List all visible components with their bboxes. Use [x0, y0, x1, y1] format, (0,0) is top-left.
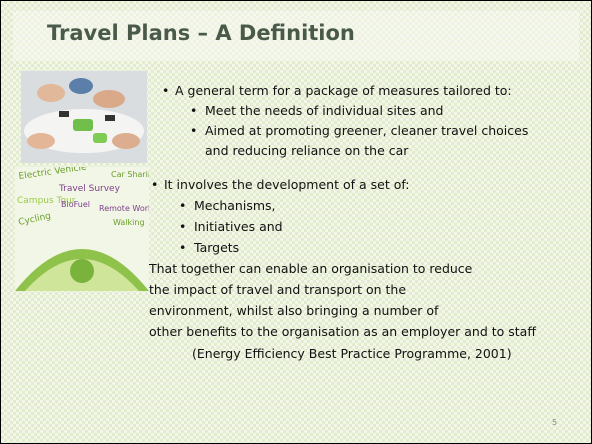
- slide-title: Travel Plans – A Definition: [47, 21, 355, 45]
- paragraph-line: environment, whilst also bringing a numb…: [149, 303, 438, 318]
- photo-hands: [21, 71, 147, 163]
- slide: Travel Plans – A Definition Electric Veh…: [0, 0, 592, 444]
- sub-bullet: Meet the needs of individual sites and: [205, 103, 444, 118]
- paragraph-line: That together can enable an organisation…: [149, 261, 472, 276]
- word-cloud-image: Electric Vehicle Travel Survey Car Shari…: [15, 167, 149, 291]
- sub-bullet: Targets: [194, 240, 239, 255]
- sub-bullet: Mechanisms,: [194, 198, 276, 213]
- sub-bullet: Initiatives and: [194, 219, 283, 234]
- citation: (Energy Efficiency Best Practice Program…: [192, 346, 512, 361]
- image-word: Car Sharing: [111, 170, 149, 179]
- paragraph-line: other benefits to the organisation as an…: [149, 324, 536, 339]
- bullet-text: It involves the development of a set of:: [164, 177, 410, 192]
- image-word: Remote Working: [99, 204, 149, 213]
- image-word: Travel Survey: [58, 184, 121, 194]
- slide-number: 5: [552, 418, 557, 427]
- image-word: Walking: [113, 218, 145, 227]
- sub-bullet: Aimed at promoting greener, cleaner trav…: [205, 123, 528, 138]
- paragraph-line: the impact of travel and transport on th…: [149, 282, 406, 297]
- image-word: BioFuel: [61, 200, 90, 209]
- bullet-text: A general term for a package of measures…: [175, 83, 512, 98]
- sub-bullet-continued: and reducing reliance on the car: [205, 143, 408, 158]
